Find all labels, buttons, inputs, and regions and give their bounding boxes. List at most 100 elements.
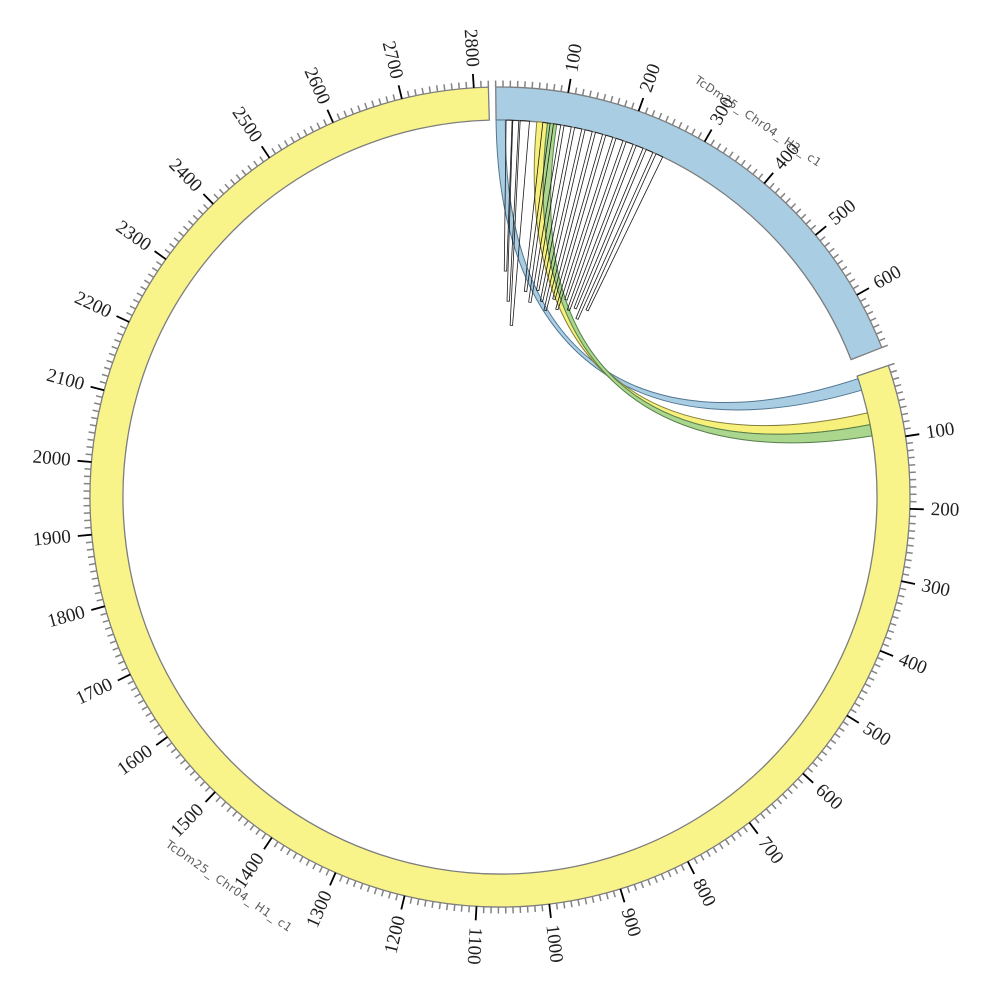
tick-minor-H1-1190 — [409, 897, 413, 904]
tick-minor-H1-560 — [821, 750, 828, 756]
tick-major-H1-800 — [687, 861, 695, 875]
link-stub-14 — [575, 148, 654, 320]
tick-minor-H1-2390 — [202, 203, 209, 210]
tick-minor-H1-310 — [899, 587, 907, 591]
tick-minor-H1-2550 — [296, 132, 302, 140]
tick-minor-H2-60 — [538, 82, 541, 89]
tick-minor-H1-470 — [857, 696, 865, 701]
tick-minor-H1-1610 — [157, 730, 164, 736]
tick-minor-H2-110 — [574, 87, 578, 95]
tick-minor-H1-610 — [797, 778, 804, 784]
tick-minor-H2-540 — [832, 253, 839, 259]
link-stub-15 — [585, 153, 664, 312]
tick-minor-H2-390 — [758, 173, 764, 180]
tick-minor-H1-370 — [887, 629, 895, 634]
tick-minor-H2-360 — [740, 159, 746, 166]
tick-minor-H1-630 — [787, 788, 793, 795]
tick-minor-H1-2490 — [259, 156, 265, 163]
tick-minor-H1-230 — [908, 529, 916, 532]
tick-minor-H1-2460 — [241, 169, 247, 176]
tick-minor-H2-160 — [610, 95, 614, 103]
tick-minor-H1-1230 — [380, 889, 385, 897]
tick-minor-H2-370 — [746, 164, 752, 171]
tick-minor-H1-820 — [674, 867, 679, 875]
tick-minor-H1-1890 — [85, 541, 93, 544]
tick-minor-H1-390 — [882, 643, 890, 647]
tick-minor-H1-2340 — [178, 231, 185, 237]
tick-major-H1-2800 — [472, 73, 475, 88]
tick-minor-H1-1820 — [94, 591, 102, 595]
tick-minor-H2-350 — [734, 155, 740, 162]
tick-minor-H1-950 — [584, 897, 588, 905]
tick-minor-H1-920 — [605, 892, 609, 900]
tick-minor-H1-2330 — [173, 237, 180, 243]
tick-minor-H1-1150 — [438, 902, 442, 910]
tick-minor-H2-220 — [651, 110, 656, 117]
tick-minor-H2-410 — [769, 182, 775, 189]
tick-minor-H1-1830 — [93, 584, 100, 588]
tick-minor-H1-1430 — [249, 824, 255, 831]
link-stub-13 — [573, 144, 644, 310]
tick-minor-H1-510 — [842, 720, 849, 726]
tick-minor-H1-1320 — [318, 866, 324, 873]
link-ribbon-green — [542, 122, 873, 444]
tick-major-H1-1600 — [155, 736, 169, 746]
tick-minor-H2-560 — [841, 265, 848, 271]
tick-minor-H1-2240 — [136, 292, 143, 297]
tick-major-H2-400 — [763, 172, 774, 185]
tick-minor-H1-650 — [776, 798, 783, 805]
tick-minor-H1-1770 — [104, 626, 112, 631]
tick-minor-H2-280 — [691, 128, 696, 136]
tick-major-H1-900 — [619, 888, 626, 903]
tick-minor-H1-1360 — [292, 852, 298, 859]
tick-label-H1-200: 200 — [930, 499, 959, 521]
tick-minor-H1-1390 — [273, 841, 279, 848]
tick-minor-H1-2150 — [108, 352, 116, 357]
tick-minor-H1-2090 — [95, 395, 103, 399]
tick-minor-H1-990 — [555, 902, 559, 910]
tick-minor-H1-1880 — [86, 548, 94, 551]
tick-minor-H1-1350 — [299, 856, 304, 863]
tick-minor-H2-590 — [852, 284, 860, 290]
tick-minor-H1-2690 — [392, 94, 396, 101]
tick-minor-H1-1850 — [90, 570, 97, 573]
tick-minor-H1-880 — [633, 884, 638, 891]
tick-minor-H1-1420 — [255, 828, 261, 836]
tick-minor-H1-660 — [771, 803, 777, 810]
tick-minor-H1-1440 — [243, 820, 249, 827]
tick-major-H1-2000 — [77, 459, 92, 463]
tick-minor-H1-720 — [736, 830, 742, 837]
tick-minor-H1-2050 — [89, 423, 97, 427]
tick-major-H1-600 — [802, 772, 814, 784]
tick-minor-H2-530 — [828, 247, 835, 253]
tick-major-H1-1800 — [91, 605, 106, 611]
tick-minor-H1-680 — [760, 813, 766, 819]
tick-minor-H1-2020 — [86, 445, 94, 449]
tick-minor-H1-620 — [792, 783, 799, 790]
tick-minor-H1-670 — [765, 808, 772, 815]
tick-major-H1-2100 — [90, 385, 105, 392]
tick-major-H1-2200 — [116, 315, 130, 323]
tick-minor-H1-1640 — [145, 712, 152, 717]
tick-minor-H1-540 — [830, 738, 837, 745]
tick-minor-H1-2250 — [140, 285, 147, 291]
link-stub-4 — [523, 121, 551, 293]
tick-minor-H1-110 — [906, 441, 914, 445]
tick-minor-H1-740 — [724, 838, 730, 846]
tick-minor-H1-260 — [906, 551, 913, 555]
tick-minor-H2-170 — [617, 97, 621, 105]
tick-minor-H2-440 — [785, 197, 791, 204]
tick-minor-H1-1630 — [149, 718, 156, 724]
tick-major-H1-1000 — [548, 903, 552, 919]
tick-minor-H1-1560 — [179, 759, 186, 765]
tick-minor-H2-670 — [878, 337, 886, 342]
tick-minor-H1-1580 — [170, 748, 177, 754]
tick-minor-H1-1370 — [286, 848, 291, 856]
tick-minor-H1-1530 — [194, 775, 201, 782]
tick-minor-H1-2410 — [213, 193, 220, 200]
tick-major-H1-1200 — [400, 895, 406, 910]
tick-minor-H1-1860 — [88, 562, 96, 566]
tick-minor-H1-1870 — [87, 555, 95, 559]
tick-minor-H2-480 — [805, 219, 812, 225]
tick-minor-H1-2040 — [88, 431, 96, 434]
